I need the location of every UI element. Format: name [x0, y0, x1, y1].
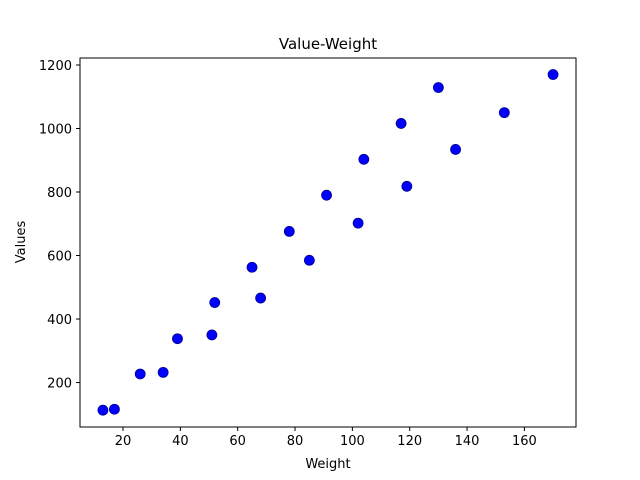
data-point — [172, 333, 183, 345]
data-point — [157, 366, 169, 378]
data-point — [303, 254, 315, 266]
data-point — [432, 82, 444, 93]
data-point — [498, 107, 510, 119]
data-point — [283, 225, 295, 237]
x-tick-label: 140 — [455, 434, 480, 449]
y-axis-ticks: 200 400 600 800 1000 1200 — [39, 59, 80, 392]
data-point — [209, 297, 221, 308]
data-point — [395, 118, 407, 129]
data-point — [450, 144, 461, 155]
data-point — [206, 329, 218, 341]
y-axis-label: Values — [14, 221, 29, 264]
x-tick-label: 120 — [397, 434, 422, 449]
x-tick-label: 60 — [229, 434, 246, 449]
y-tick-label: 400 — [47, 313, 72, 328]
x-tick-label: 20 — [115, 434, 132, 449]
data-point — [547, 69, 559, 80]
chart-title: Value-Weight — [279, 35, 377, 53]
data-point — [358, 153, 370, 165]
data-point — [401, 180, 413, 192]
data-point — [97, 404, 109, 416]
data-point — [134, 368, 146, 380]
data-point — [255, 292, 267, 304]
x-tick-label: 160 — [512, 434, 537, 449]
y-tick-label: 200 — [47, 377, 72, 392]
data-point — [246, 261, 258, 273]
y-tick-label: 800 — [47, 186, 72, 201]
data-point — [321, 189, 332, 201]
y-tick-label: 1000 — [39, 122, 72, 137]
y-tick-label: 1200 — [39, 59, 72, 74]
x-tick-label: 80 — [287, 434, 304, 449]
data-points — [97, 69, 559, 416]
plot-frame — [79, 57, 577, 428]
data-point — [352, 217, 364, 229]
data-point — [109, 403, 120, 415]
y-tick-label: 600 — [47, 250, 72, 265]
x-axis-ticks: 20 40 60 80 100 120 140 160 — [115, 427, 537, 449]
x-axis-label: Weight — [305, 457, 350, 472]
x-tick-label: 100 — [340, 434, 365, 449]
x-tick-label: 40 — [172, 434, 189, 449]
